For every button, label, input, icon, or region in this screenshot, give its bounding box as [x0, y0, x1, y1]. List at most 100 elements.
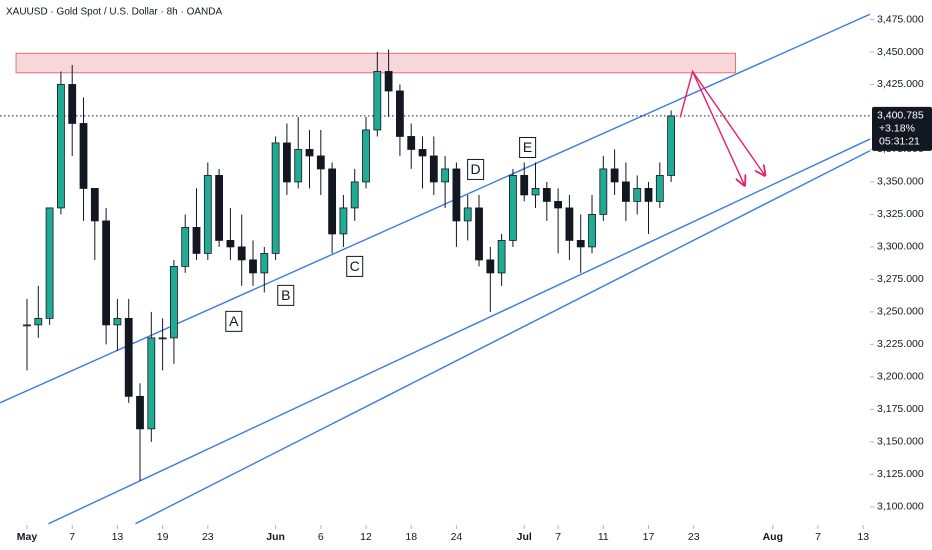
price-tag-countdown: 05:31:21 [879, 136, 920, 148]
candle-body [418, 149, 427, 157]
y-tick-label: 3,350.000 [877, 176, 924, 188]
label-box [277, 284, 295, 306]
candle-body [226, 240, 235, 248]
projection [679, 69, 744, 185]
y-tick-label: 3,150.000 [877, 436, 924, 448]
x-tick-label: 23 [688, 531, 700, 543]
candle-body [486, 259, 495, 274]
x-tick-label: 17 [643, 531, 655, 543]
candle-body [667, 115, 676, 176]
candle-body [655, 175, 664, 202]
y-tick-label: 3,175.000 [877, 403, 924, 415]
candle-body [45, 207, 54, 319]
label-box [225, 310, 243, 332]
candle-body [475, 207, 483, 261]
candle-body [362, 129, 370, 183]
x-tick-label: 23 [202, 531, 214, 543]
y-tick-label: 3,250.000 [877, 306, 924, 318]
candle-body [158, 337, 167, 340]
y-tick-label: 3,200.000 [877, 371, 924, 383]
label-text: B [281, 287, 290, 303]
price-tag-change: +3.18% [879, 123, 915, 135]
candle-body [407, 136, 416, 150]
resistance-zone [15, 52, 737, 74]
trendline [48, 138, 870, 525]
candle-body [203, 175, 212, 254]
chart-title: XAUUSD · Gold Spot / U.S. Dollar · 8h · … [6, 7, 223, 18]
candle-body [610, 168, 619, 183]
candle-body [441, 168, 450, 183]
candle-body [68, 84, 77, 124]
candle-body [283, 142, 291, 183]
y-tick-label: 3,450.000 [877, 46, 924, 58]
candle-body [181, 227, 190, 267]
candle-body [588, 214, 596, 248]
candle-body [429, 155, 438, 183]
candle-body [565, 207, 574, 241]
candle-body [599, 168, 608, 215]
candle-body [249, 259, 257, 274]
x-tick-label: May [17, 531, 38, 543]
trendline [135, 150, 870, 525]
price-tag [872, 106, 932, 151]
axes: 3,100.000 3,125.000 3,150.000 3,175.000 3,20… [17, 13, 932, 543]
label-text: C [350, 258, 360, 274]
candle-body [113, 317, 122, 326]
trendline [0, 13, 870, 404]
x-tick-label: Aug [763, 531, 783, 543]
candle-body [373, 71, 382, 131]
candle-body [147, 337, 156, 430]
projection [692, 71, 765, 175]
candle-body [237, 246, 246, 261]
x-tick-label: 7 [69, 531, 75, 543]
label-box [519, 136, 537, 158]
x-tick-label: 12 [360, 531, 372, 543]
candle-body [23, 324, 31, 327]
candle-body [79, 123, 88, 189]
candle-body [136, 395, 144, 430]
y-tick-label: 3,225.000 [877, 338, 924, 350]
y-tick-label: 3,125.000 [877, 468, 924, 480]
x-tick-label: Jun [266, 531, 285, 543]
y-tick-label: 3,425.000 [877, 78, 924, 90]
candle-body [305, 149, 314, 157]
y-tick-label: 3,100.000 [877, 501, 924, 513]
candle-body [644, 188, 653, 202]
candle-body [328, 168, 337, 235]
x-tick-label: Jul [517, 531, 532, 543]
candle-body [396, 90, 404, 137]
candle-body [316, 155, 325, 170]
candle-body [271, 142, 280, 254]
x-tick-label: 13 [857, 531, 869, 543]
candle-body [294, 149, 303, 183]
candle-body [384, 71, 393, 92]
x-tick-label: 6 [318, 531, 324, 543]
candle-body [622, 181, 630, 202]
candle-body [520, 175, 529, 196]
x-tick-label: 7 [815, 531, 821, 543]
y-tick-label: 3,275.000 [877, 273, 924, 285]
label-box [346, 255, 364, 277]
x-tick-label: 19 [157, 531, 169, 543]
plot-area: A B C D E [0, 13, 870, 525]
candle-body [350, 181, 359, 209]
y-tick-label: 3,300.000 [877, 241, 924, 253]
x-tick-label: 7 [555, 531, 561, 543]
y-tick-label: 3,325.000 [877, 208, 924, 220]
candle-body [102, 220, 111, 326]
candle-body [497, 240, 506, 274]
candle-body [531, 188, 540, 196]
label-text: E [523, 139, 532, 155]
candle-body [633, 188, 642, 202]
candle-body [170, 265, 178, 339]
candle-body [260, 253, 269, 274]
candle-body [554, 201, 563, 209]
label-text: A [229, 313, 239, 329]
candle-body [509, 175, 517, 241]
price-tag-value: 3,400.785 [877, 110, 924, 122]
candle-body [34, 317, 43, 326]
candle-body [463, 207, 472, 222]
candle-body [339, 207, 348, 235]
candle-body [215, 175, 224, 241]
